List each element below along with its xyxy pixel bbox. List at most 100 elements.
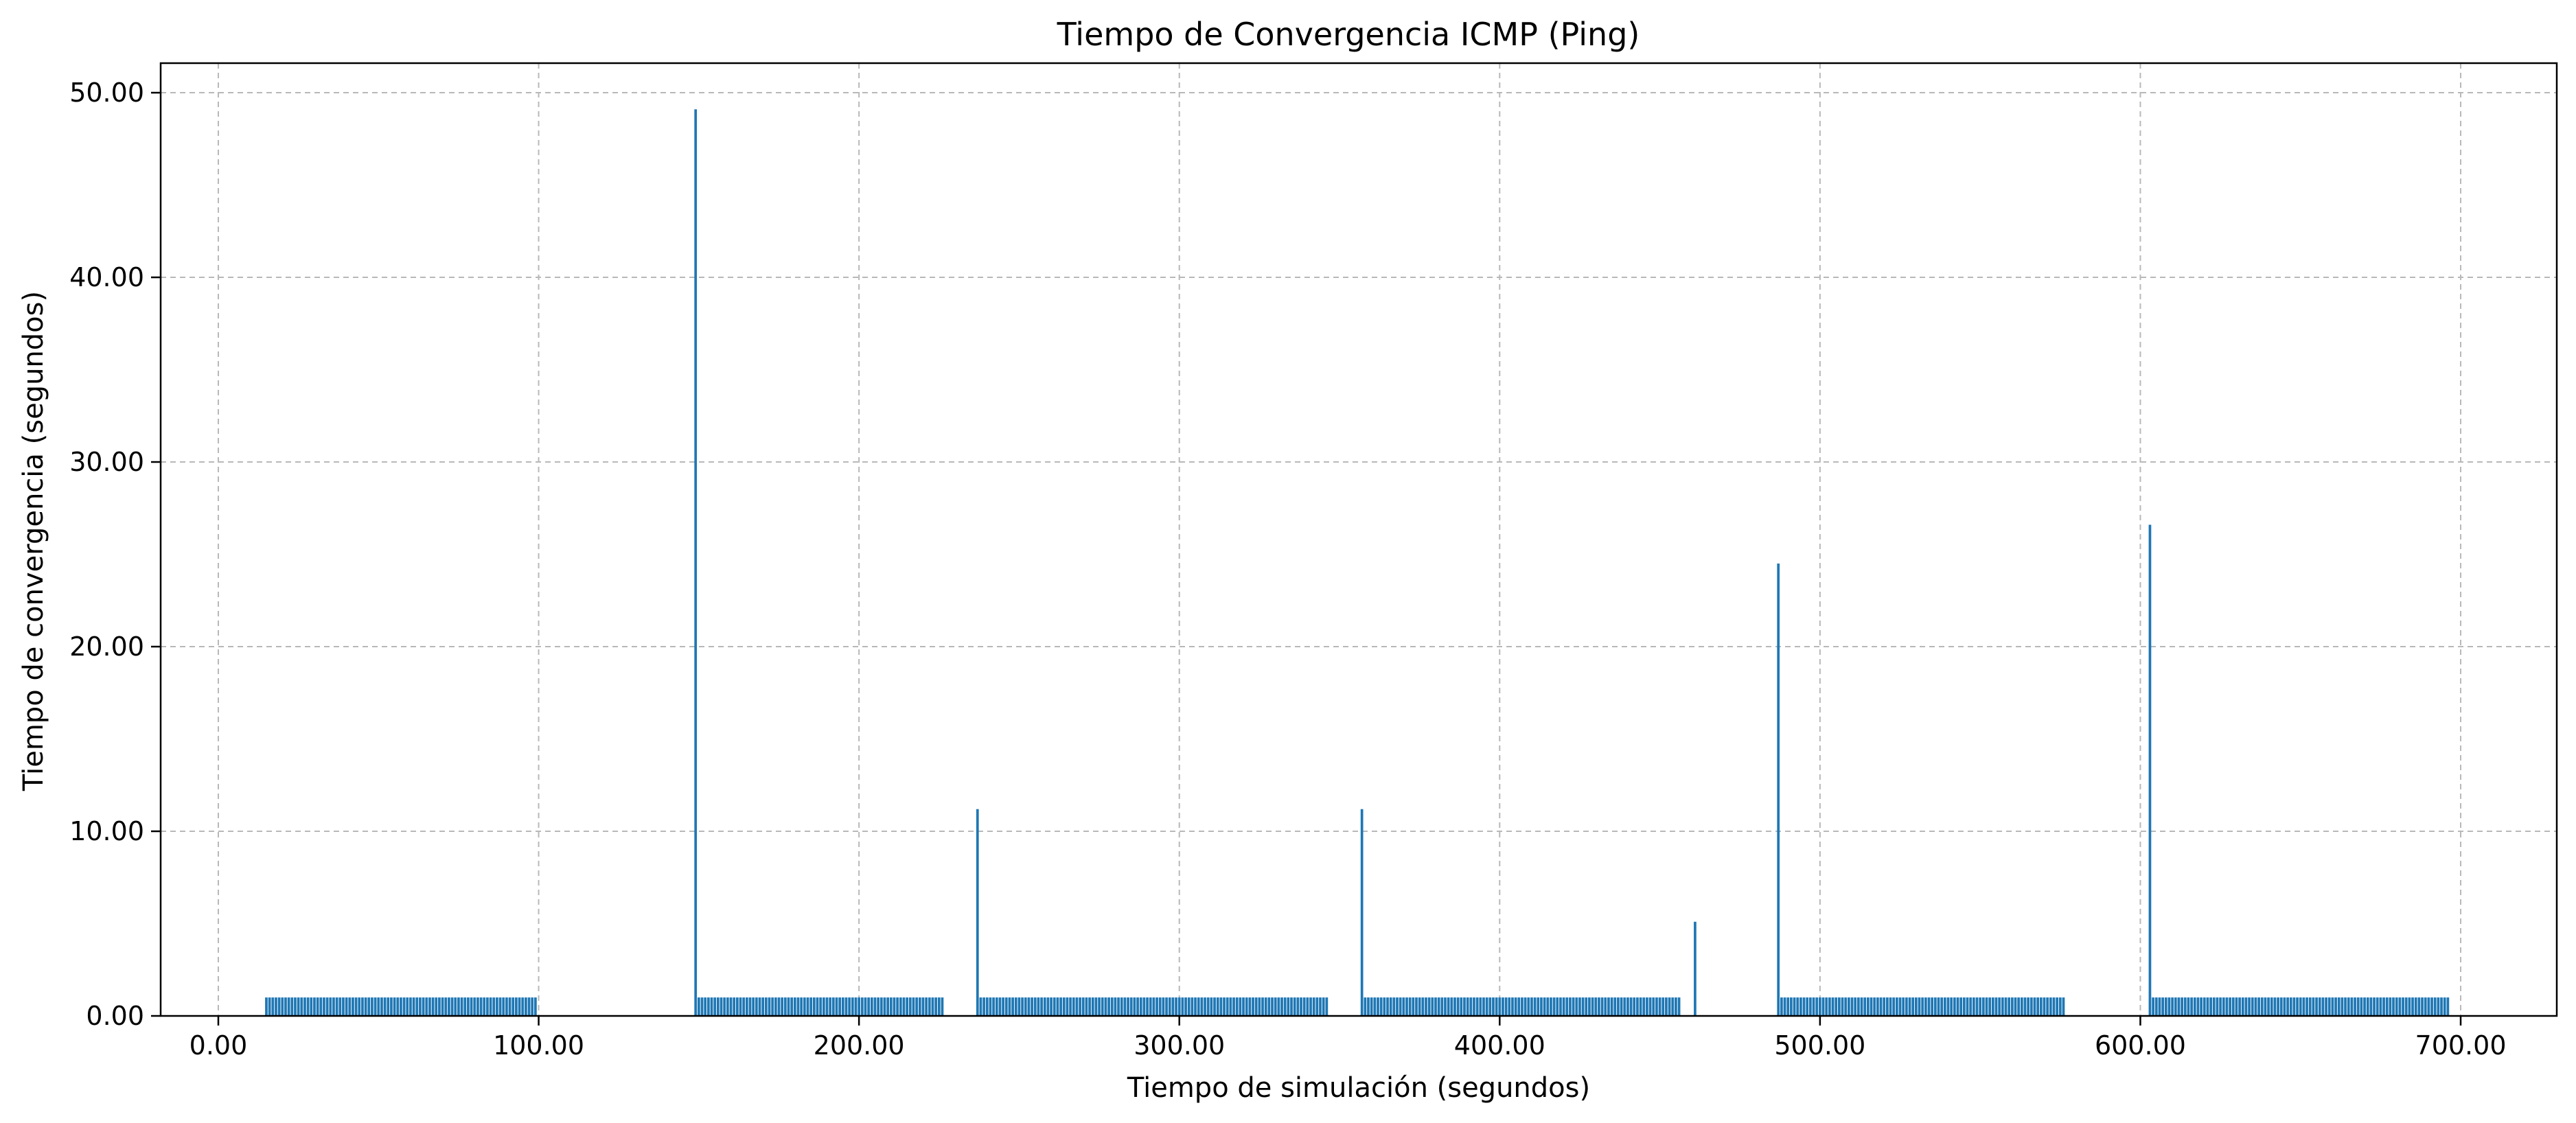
bar xyxy=(1136,997,1139,1016)
bar xyxy=(325,997,329,1016)
bar xyxy=(2277,997,2279,1016)
bar xyxy=(1537,997,1540,1016)
bar xyxy=(1604,997,1607,1016)
bar xyxy=(1293,997,1296,1016)
bar xyxy=(2027,997,2030,1016)
bar xyxy=(710,997,713,1016)
bar xyxy=(1943,997,1946,1016)
bar xyxy=(1809,997,1812,1016)
bar xyxy=(2200,997,2203,1016)
bar xyxy=(723,997,726,1016)
bar xyxy=(758,997,761,1016)
bar xyxy=(1911,997,1915,1016)
y-tick-label: 40.00 xyxy=(69,262,144,292)
bar xyxy=(982,997,985,1016)
bar xyxy=(1523,997,1527,1016)
bar xyxy=(1053,997,1056,1016)
bar xyxy=(1556,997,1559,1016)
bar xyxy=(941,997,944,1016)
bar xyxy=(1642,997,1646,1016)
bar xyxy=(1473,997,1475,1016)
bar xyxy=(2408,997,2411,1016)
bar xyxy=(1261,997,1264,1016)
bar xyxy=(925,997,928,1016)
bar xyxy=(1418,997,1421,1016)
bar xyxy=(2414,997,2417,1016)
bar xyxy=(1252,997,1254,1016)
bar xyxy=(2174,997,2177,1016)
bar xyxy=(2062,997,2065,1016)
bar xyxy=(2279,997,2283,1016)
bar xyxy=(1671,997,1675,1016)
bar xyxy=(316,997,319,1016)
bar xyxy=(2014,997,2017,1016)
bar xyxy=(467,997,470,1016)
bar xyxy=(1091,997,1094,1016)
bar xyxy=(342,997,345,1016)
bar xyxy=(406,997,409,1016)
bar xyxy=(2296,997,2299,1016)
bar xyxy=(1569,997,1572,1016)
bar xyxy=(1661,997,1665,1016)
bar xyxy=(2209,997,2212,1016)
bar xyxy=(1194,997,1197,1016)
bar xyxy=(2196,997,2200,1016)
bar xyxy=(1889,997,1892,1016)
bar xyxy=(2203,997,2206,1016)
bar xyxy=(2238,997,2241,1016)
bar xyxy=(1847,997,1850,1016)
bar xyxy=(2299,997,2302,1016)
bar xyxy=(2308,997,2312,1016)
bar xyxy=(1607,997,1610,1016)
bar xyxy=(2058,997,2062,1016)
bar xyxy=(2148,524,2152,1016)
bar xyxy=(1802,997,1806,1016)
bar xyxy=(2257,997,2260,1016)
bar xyxy=(2312,997,2315,1016)
bar xyxy=(2244,997,2248,1016)
bar xyxy=(1677,997,1681,1016)
bar xyxy=(989,997,992,1016)
bar xyxy=(1469,997,1473,1016)
bar xyxy=(1636,997,1639,1016)
bar xyxy=(752,997,755,1016)
bar xyxy=(1075,997,1079,1016)
bar xyxy=(1181,997,1184,1016)
bar xyxy=(1191,997,1194,1016)
bar xyxy=(2231,997,2235,1016)
bar xyxy=(704,997,707,1016)
x-tick-label: 100.00 xyxy=(493,1030,584,1061)
bar xyxy=(1844,997,1848,1016)
bar xyxy=(2427,997,2430,1016)
bar xyxy=(489,997,492,1016)
bar xyxy=(1581,997,1585,1016)
bar xyxy=(812,997,816,1016)
bar xyxy=(1898,997,1902,1016)
bar xyxy=(2010,997,2014,1016)
bar xyxy=(1956,997,1959,1016)
bar xyxy=(1495,997,1498,1016)
bar xyxy=(1014,997,1017,1016)
bar xyxy=(1175,997,1177,1016)
bar xyxy=(1408,997,1412,1016)
bar xyxy=(2049,997,2052,1016)
bar xyxy=(1094,997,1098,1016)
bar xyxy=(1146,997,1149,1016)
bar xyxy=(297,997,300,1016)
bar xyxy=(1050,997,1053,1016)
bar xyxy=(2286,997,2289,1016)
bar xyxy=(1142,997,1146,1016)
bar xyxy=(476,997,479,1016)
bar xyxy=(2017,997,2021,1016)
bar xyxy=(473,997,476,1016)
bar xyxy=(1655,997,1658,1016)
bar xyxy=(1158,997,1162,1016)
ticks-layer: 0.00 100.00 200.00 300.00 400.00 500.00 600.00… xyxy=(69,78,2506,1061)
bar xyxy=(1290,997,1293,1016)
bar xyxy=(1271,997,1274,1016)
y-tick-label: 20.00 xyxy=(69,632,144,662)
bar xyxy=(825,997,829,1016)
bar xyxy=(1187,997,1191,1016)
bar xyxy=(2235,997,2238,1016)
y-tick-label: 30.00 xyxy=(69,447,144,477)
